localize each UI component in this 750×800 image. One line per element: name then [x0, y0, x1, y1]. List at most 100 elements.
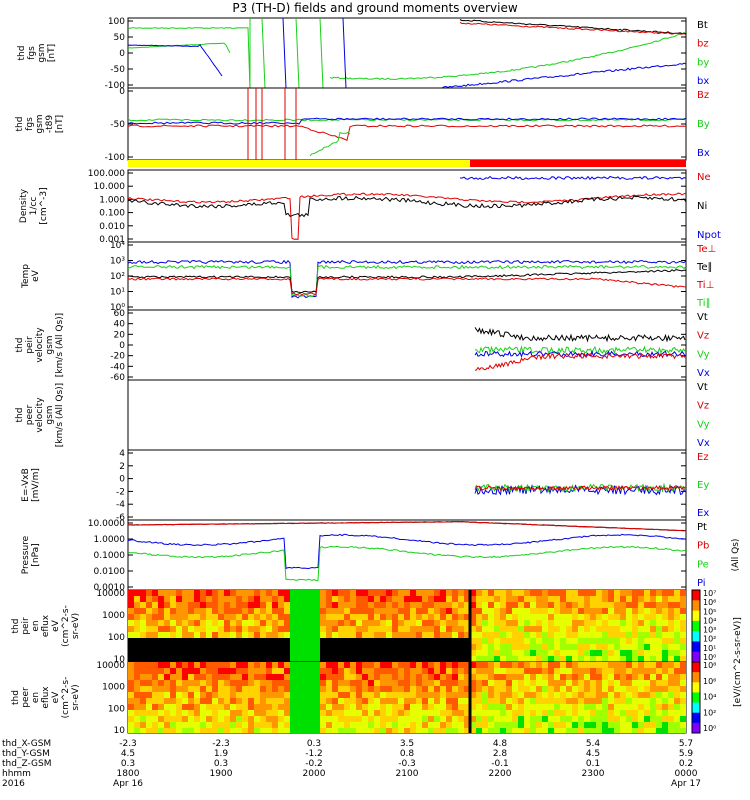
spectrogram-cell	[212, 698, 218, 704]
spectrogram-cell	[518, 602, 524, 608]
colorbar-segment	[692, 712, 700, 724]
spectrogram-cell	[374, 650, 380, 656]
spectrogram-cell	[494, 596, 500, 602]
spectrogram-cell	[224, 722, 230, 728]
spectrogram-cell	[674, 650, 680, 656]
legend-Bz: Bz	[697, 90, 709, 101]
series-Vx	[474, 350, 686, 358]
series-group	[128, 259, 686, 299]
spectrogram-cell	[518, 704, 524, 710]
spectrogram-cell	[416, 692, 422, 698]
spectrogram-cell	[170, 626, 176, 632]
spectrogram-cell	[182, 656, 188, 662]
spectrogram-cell	[518, 656, 524, 662]
spectrogram-cell	[452, 674, 458, 680]
spectrogram-cell	[356, 704, 362, 710]
spectrogram-cell	[374, 644, 380, 650]
spectrogram-cell	[224, 704, 230, 710]
spectrogram-cell	[422, 680, 428, 686]
spectrogram-cell	[530, 716, 536, 722]
spectrogram-cell	[236, 650, 242, 656]
spectrogram-cell	[566, 674, 572, 680]
spectrogram-cell	[638, 626, 644, 632]
spectrogram-cell	[644, 686, 650, 692]
spectrogram-cell	[350, 716, 356, 722]
spectrogram-cell	[338, 614, 344, 620]
y-tick-label: 10000	[96, 661, 125, 671]
spectrogram-cell	[506, 614, 512, 620]
spectrogram-cell	[590, 596, 596, 602]
spectrogram-cell	[212, 602, 218, 608]
spectrogram-cell	[134, 704, 140, 710]
spectrogram-cell	[272, 710, 278, 716]
y-axis-label: gsm	[45, 335, 55, 354]
panel-peir_spec: thd peir en eflux eV (cm^2-s-sr-eV)1000010001…	[11, 589, 687, 665]
spectrogram-cell	[128, 656, 134, 662]
spectrogram-cell	[572, 644, 578, 650]
spectrogram-cell	[524, 620, 530, 626]
spectrogram-cell	[494, 674, 500, 680]
spectrogram-cell	[452, 722, 458, 728]
panel-frame	[127, 519, 687, 591]
spectrogram-cell	[392, 692, 398, 698]
spectrogram-cell	[488, 650, 494, 656]
spectrogram-cell	[590, 590, 596, 596]
spectrogram-cell	[398, 620, 404, 626]
spectrogram-cell	[146, 656, 152, 662]
spectrogram-cell	[320, 704, 326, 710]
spectrogram-cell	[494, 692, 500, 698]
spectrogram-cell	[380, 662, 386, 668]
spectrogram-cell	[464, 722, 470, 728]
spectrogram-cell	[332, 596, 338, 602]
series-group	[128, 18, 686, 88]
series-Te-par	[128, 269, 686, 294]
colorbar-segment	[692, 722, 700, 734]
spectrogram-cell	[194, 722, 200, 728]
spectrogram-cell	[428, 668, 434, 674]
spectrogram-cell	[278, 716, 284, 722]
spectrogram-cell	[560, 674, 566, 680]
spectrogram-cell	[200, 656, 206, 662]
spectrogram-cell	[560, 596, 566, 602]
spectrogram-cell	[290, 638, 296, 644]
spectrogram-cell	[338, 596, 344, 602]
spectrogram-cell	[662, 716, 668, 722]
y-tick-label: 1000	[102, 683, 125, 693]
spectrogram-cell	[200, 602, 206, 608]
spectrogram-cell	[164, 722, 170, 728]
spectrogram-cell	[254, 674, 260, 680]
spectrogram-cell	[512, 680, 518, 686]
spectrogram-cell	[212, 662, 218, 668]
spectrogram-cell	[128, 716, 134, 722]
spectrogram-cell	[368, 614, 374, 620]
spectrogram-cell	[506, 680, 512, 686]
spectrogram-cell	[512, 650, 518, 656]
spectrogram-cell	[638, 590, 644, 596]
series-Pe	[128, 545, 686, 582]
spectrogram-cell	[578, 698, 584, 704]
spectrogram-cell	[284, 716, 290, 722]
spectrogram-cell	[248, 596, 254, 602]
spectrogram-cell	[194, 710, 200, 716]
spectrogram-cell	[650, 614, 656, 620]
spectrogram-cell	[314, 602, 320, 608]
spectrogram-cell	[446, 728, 452, 733]
spectrogram-cell	[650, 602, 656, 608]
spectrogram-cell	[518, 644, 524, 650]
spectrogram-cell	[212, 656, 218, 662]
spectrogram-cell	[140, 626, 146, 632]
spectrogram-cell	[146, 716, 152, 722]
spectrogram-cell	[230, 650, 236, 656]
spectrogram-cell	[626, 632, 632, 638]
spectrogram-cell	[434, 704, 440, 710]
spectrogram-cell	[308, 704, 314, 710]
spectrogram-cell	[176, 728, 182, 733]
spectrogram-cell	[440, 614, 446, 620]
spectrogram-cell	[632, 674, 638, 680]
spectrogram-cell	[182, 698, 188, 704]
spectrogram-cell	[668, 608, 674, 614]
spectrogram-cell	[278, 674, 284, 680]
spectrogram-cell	[452, 668, 458, 674]
spectrogram-cell	[458, 650, 464, 656]
legend-Ti∥: Ti∥	[696, 298, 711, 309]
